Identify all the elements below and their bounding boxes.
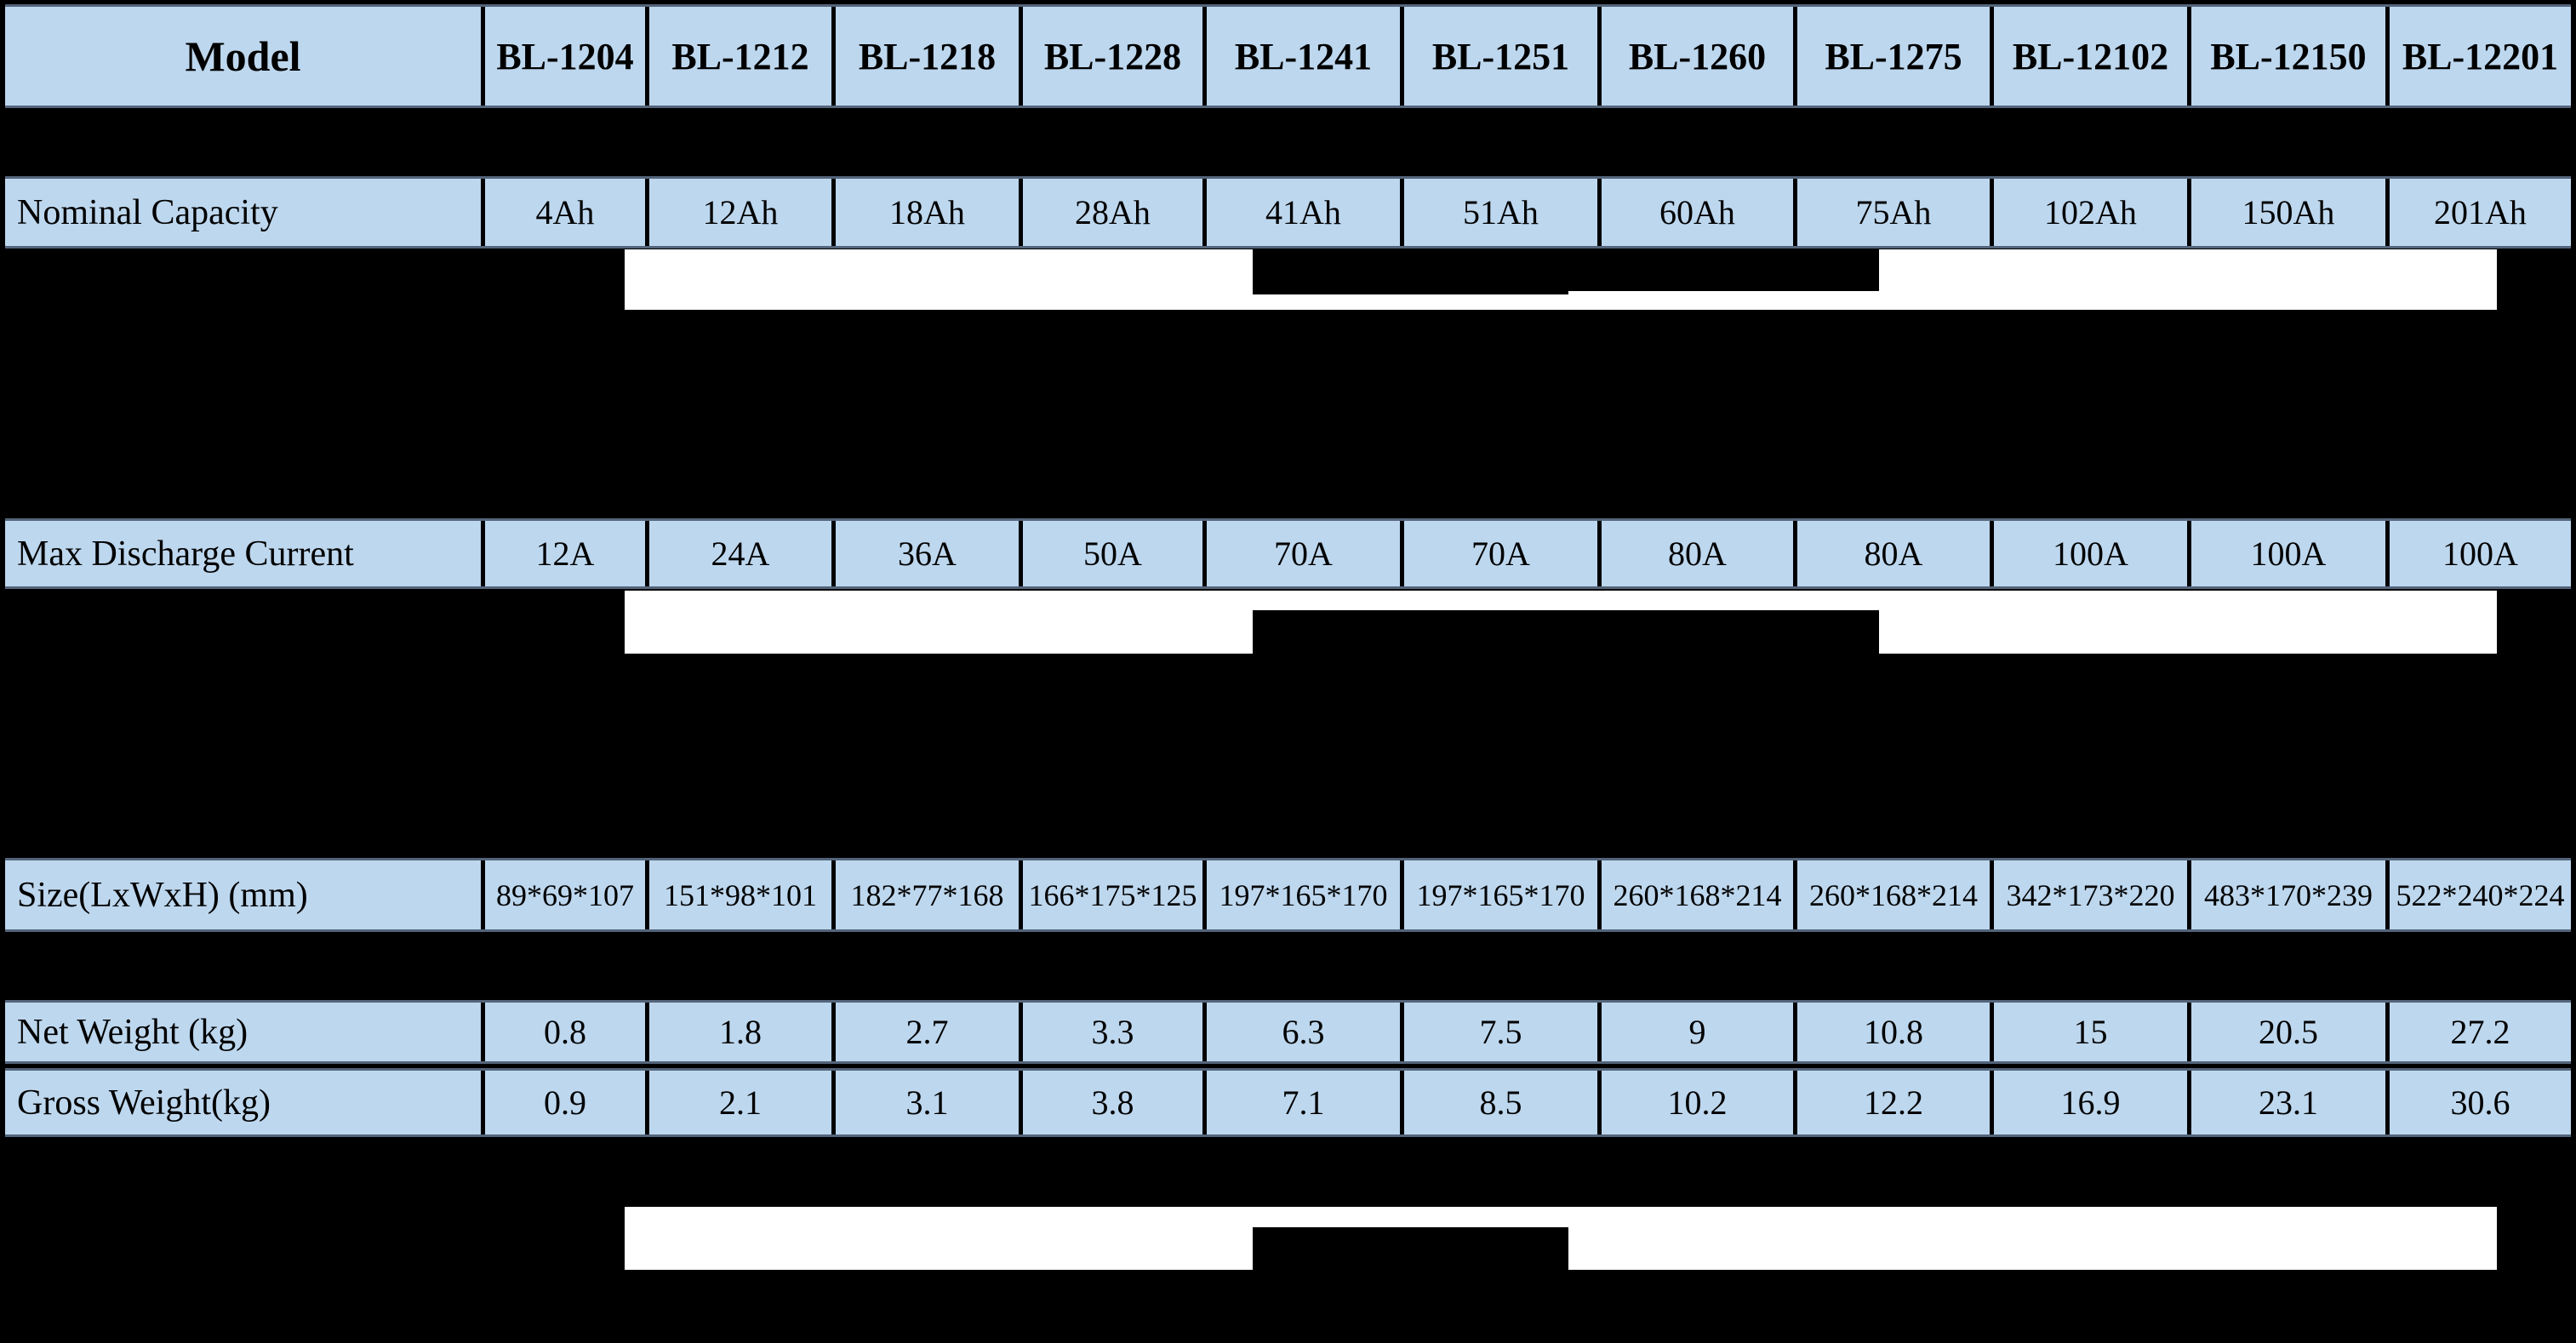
- value-cell-size-bl-12102: 342*173*220: [1990, 860, 2187, 929]
- header-cell-bl-1228: BL-1228: [1019, 7, 1202, 106]
- value-cell-max-discharge-current-bl-1260: 80A: [1597, 521, 1793, 586]
- value-cell-net-weight-bl-12201: 27.2: [2385, 1003, 2571, 1061]
- value-cell-gross-weight-bl-1212: 2.1: [645, 1071, 831, 1134]
- table-row-nominal-capacity: Nominal Capacity 4Ah 12Ah 18Ah 28Ah 41Ah 51Ah 6…: [5, 176, 2571, 249]
- table-row-gross-weight: Gross Weight(kg) 0.9 2.1 3.1 3.8 7.1 8.5 10.2 12…: [5, 1068, 2571, 1137]
- value-cell-nominal-capacity-bl-1228: 28Ah: [1019, 179, 1202, 246]
- value-cell-gross-weight-bl-1275: 12.2: [1793, 1071, 1990, 1134]
- value-cell-net-weight-bl-1212: 1.8: [645, 1003, 831, 1061]
- value-cell-max-discharge-current-bl-1228: 50A: [1019, 521, 1202, 586]
- value-cell-net-weight-bl-1204: 0.8: [481, 1003, 645, 1061]
- value-cell-gross-weight-bl-12201: 30.6: [2385, 1071, 2571, 1134]
- header-cell-bl-1218: BL-1218: [831, 7, 1019, 106]
- value-cell-max-discharge-current-bl-1204: 12A: [481, 521, 645, 586]
- value-cell-max-discharge-current-bl-1241: 70A: [1202, 521, 1400, 586]
- redaction-notch: [1253, 249, 1568, 294]
- value-cell-nominal-capacity-bl-1260: 60Ah: [1597, 179, 1793, 246]
- row-label-max-discharge-current: Max Discharge Current: [17, 534, 354, 574]
- value-cell-size-bl-1260: 260*168*214: [1597, 860, 1793, 929]
- redaction-notch: [1568, 249, 1879, 291]
- value-cell-net-weight-bl-1218: 2.7: [831, 1003, 1019, 1061]
- value-cell-net-weight-bl-1228: 3.3: [1019, 1003, 1202, 1061]
- header-cell-bl-1204: BL-1204: [481, 7, 645, 106]
- value-cell-max-discharge-current-bl-1275: 80A: [1793, 521, 1990, 586]
- value-cell-nominal-capacity-bl-12201: 201Ah: [2385, 179, 2571, 246]
- value-cell-size-bl-1251: 197*165*170: [1400, 860, 1597, 929]
- header-cell-bl-12102: BL-12102: [1990, 7, 2187, 106]
- table-row-max-discharge-current: Max Discharge Current 12A 24A 36A 50A 70A 70A 8…: [5, 518, 2571, 589]
- header-cell-bl-1212: BL-1212: [645, 7, 831, 106]
- value-cell-max-discharge-current-bl-12150: 100A: [2187, 521, 2385, 586]
- value-cell-gross-weight-bl-1218: 3.1: [831, 1071, 1019, 1134]
- value-cell-size-bl-1275: 260*168*214: [1793, 860, 1990, 929]
- value-cell-gross-weight-bl-1260: 10.2: [1597, 1071, 1793, 1134]
- row-label-net-weight: Net Weight (kg): [17, 1012, 248, 1052]
- value-cell-nominal-capacity-bl-1275: 75Ah: [1793, 179, 1990, 246]
- table-row-size: Size(LxWxH) (mm) 89*69*107 151*98*101 182*7…: [5, 858, 2571, 932]
- value-cell-size-bl-1212: 151*98*101: [645, 860, 831, 929]
- row-label-size: Size(LxWxH) (mm): [17, 875, 308, 915]
- value-cell-size-bl-1204: 89*69*107: [481, 860, 645, 929]
- value-cell-gross-weight-bl-12102: 16.9: [1990, 1071, 2187, 1134]
- value-cell-net-weight-bl-1251: 7.5: [1400, 1003, 1597, 1061]
- value-cell-max-discharge-current-bl-12102: 100A: [1990, 521, 2187, 586]
- value-cell-net-weight-bl-12150: 20.5: [2187, 1003, 2385, 1061]
- table-row-header: Model BL-1204 BL-1212 BL-1218 BL-1228 BL-1241…: [5, 4, 2571, 108]
- value-cell-max-discharge-current-bl-1251: 70A: [1400, 521, 1597, 586]
- value-cell-size-bl-1241: 197*165*170: [1202, 860, 1400, 929]
- value-cell-nominal-capacity-bl-12102: 102Ah: [1990, 179, 2187, 246]
- table-row-net-weight: Net Weight (kg) 0.8 1.8 2.7 3.3 6.3 7.5 9 10.8 15…: [5, 1000, 2571, 1064]
- header-cell-model: Model: [185, 32, 301, 80]
- value-cell-max-discharge-current-bl-12201: 100A: [2385, 521, 2571, 586]
- value-cell-gross-weight-bl-1228: 3.8: [1019, 1071, 1202, 1134]
- value-cell-gross-weight-bl-1241: 7.1: [1202, 1071, 1400, 1134]
- header-cell-bl-1260: BL-1260: [1597, 7, 1793, 106]
- redaction-notch: [1253, 610, 1879, 654]
- value-cell-nominal-capacity-bl-12150: 150Ah: [2187, 179, 2385, 246]
- value-cell-size-bl-1218: 182*77*168: [831, 860, 1019, 929]
- header-cell-bl-1251: BL-1251: [1400, 7, 1597, 106]
- value-cell-nominal-capacity-bl-1204: 4Ah: [481, 179, 645, 246]
- header-cell-bl-12201: BL-12201: [2385, 7, 2571, 106]
- header-cell-bl-1241: BL-1241: [1202, 7, 1400, 106]
- header-cell-bl-12150: BL-12150: [2187, 7, 2385, 106]
- value-cell-nominal-capacity-bl-1251: 51Ah: [1400, 179, 1597, 246]
- row-label-gross-weight: Gross Weight(kg): [17, 1083, 271, 1123]
- value-cell-max-discharge-current-bl-1218: 36A: [831, 521, 1019, 586]
- value-cell-gross-weight-bl-1204: 0.9: [481, 1071, 645, 1134]
- row-label-nominal-capacity: Nominal Capacity: [17, 192, 278, 232]
- value-cell-nominal-capacity-bl-1212: 12Ah: [645, 179, 831, 246]
- value-cell-gross-weight-bl-1251: 8.5: [1400, 1071, 1597, 1134]
- value-cell-net-weight-bl-1260: 9: [1597, 1003, 1793, 1061]
- value-cell-nominal-capacity-bl-1241: 41Ah: [1202, 179, 1400, 246]
- value-cell-size-bl-12150: 483*170*239: [2187, 860, 2385, 929]
- value-cell-net-weight-bl-12102: 15: [1990, 1003, 2187, 1061]
- value-cell-size-bl-1228: 166*175*125: [1019, 860, 1202, 929]
- header-cell-bl-1275: BL-1275: [1793, 7, 1990, 106]
- redaction-notch: [1253, 1227, 1568, 1270]
- value-cell-gross-weight-bl-12150: 23.1: [2187, 1071, 2385, 1134]
- value-cell-size-bl-12201: 522*240*224: [2385, 860, 2571, 929]
- value-cell-net-weight-bl-1241: 6.3: [1202, 1003, 1400, 1061]
- value-cell-max-discharge-current-bl-1212: 24A: [645, 521, 831, 586]
- value-cell-nominal-capacity-bl-1218: 18Ah: [831, 179, 1019, 246]
- value-cell-net-weight-bl-1275: 10.8: [1793, 1003, 1990, 1061]
